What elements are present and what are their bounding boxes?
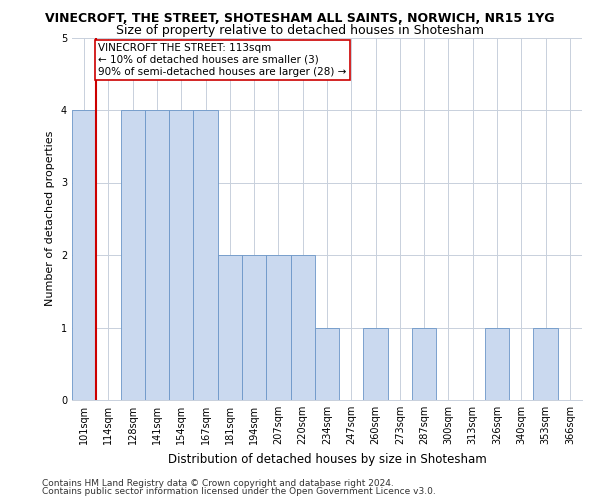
Bar bbox=[290, 255, 315, 400]
Text: VINECROFT THE STREET: 113sqm
← 10% of detached houses are smaller (3)
90% of sem: VINECROFT THE STREET: 113sqm ← 10% of de… bbox=[98, 44, 347, 76]
Bar bbox=[485, 328, 509, 400]
Text: Contains public sector information licensed under the Open Government Licence v3: Contains public sector information licen… bbox=[42, 487, 436, 496]
Bar bbox=[72, 110, 96, 400]
Bar bbox=[242, 255, 266, 400]
Bar bbox=[533, 328, 558, 400]
Text: Size of property relative to detached houses in Shotesham: Size of property relative to detached ho… bbox=[116, 24, 484, 37]
Bar bbox=[193, 110, 218, 400]
Bar bbox=[145, 110, 169, 400]
Text: VINECROFT, THE STREET, SHOTESHAM ALL SAINTS, NORWICH, NR15 1YG: VINECROFT, THE STREET, SHOTESHAM ALL SAI… bbox=[45, 12, 555, 26]
X-axis label: Distribution of detached houses by size in Shotesham: Distribution of detached houses by size … bbox=[167, 452, 487, 466]
Bar bbox=[169, 110, 193, 400]
Bar bbox=[121, 110, 145, 400]
Bar bbox=[412, 328, 436, 400]
Y-axis label: Number of detached properties: Number of detached properties bbox=[46, 131, 55, 306]
Text: Contains HM Land Registry data © Crown copyright and database right 2024.: Contains HM Land Registry data © Crown c… bbox=[42, 478, 394, 488]
Bar bbox=[218, 255, 242, 400]
Bar bbox=[315, 328, 339, 400]
Bar bbox=[364, 328, 388, 400]
Bar bbox=[266, 255, 290, 400]
